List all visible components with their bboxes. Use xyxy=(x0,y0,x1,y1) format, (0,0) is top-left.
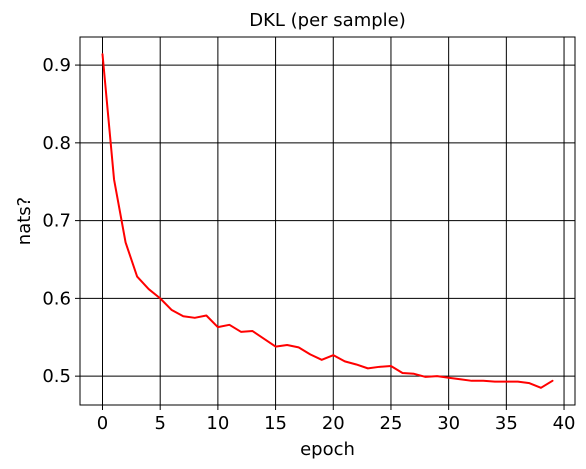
x-tick-label: 40 xyxy=(553,413,576,434)
chart-title: DKL (per sample) xyxy=(249,10,406,31)
y-tick-label: 0.5 xyxy=(42,366,71,387)
y-tick-label: 0.6 xyxy=(42,288,71,309)
x-tick-label: 15 xyxy=(264,413,287,434)
y-axis-label: nats? xyxy=(14,197,35,245)
x-tick-label: 5 xyxy=(154,413,165,434)
y-tick-label: 0.8 xyxy=(42,133,71,154)
x-tick-label: 0 xyxy=(97,413,108,434)
x-axis-label: epoch xyxy=(300,439,355,460)
x-tick-label: 35 xyxy=(495,413,518,434)
ticks-layer: 0 5 10 15 20 25 30 35 40 0.5 0.6 0.7 0.8 0.9 xyxy=(42,55,575,434)
x-tick-label: 10 xyxy=(206,413,229,434)
x-tick-label: 20 xyxy=(322,413,345,434)
series-line xyxy=(101,53,554,389)
y-tick-label: 0.7 xyxy=(42,211,71,232)
series-layer xyxy=(101,53,554,389)
y-tick-label: 0.9 xyxy=(42,55,71,76)
x-tick-label: 30 xyxy=(437,413,460,434)
grid-layer xyxy=(80,37,575,405)
x-tick-label: 25 xyxy=(380,413,403,434)
